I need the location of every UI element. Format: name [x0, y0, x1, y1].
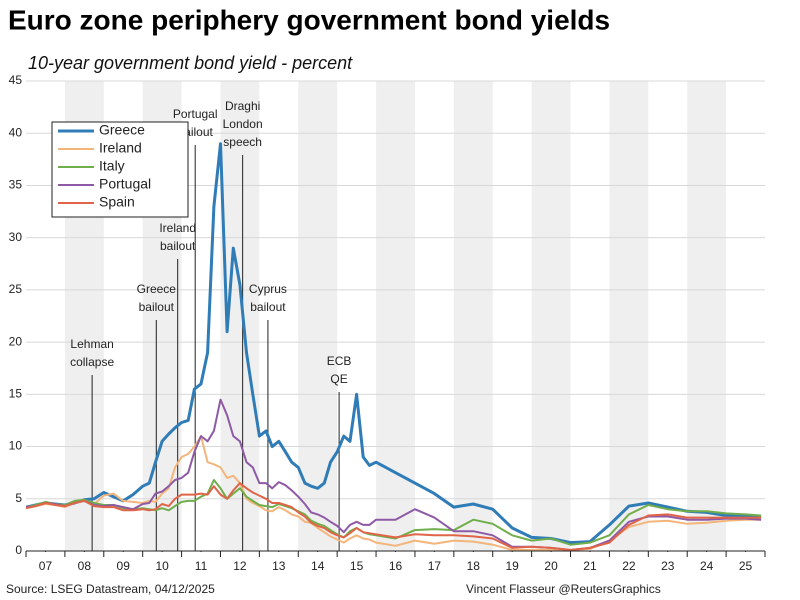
x-tick-label: 22	[622, 559, 636, 573]
y-tick-label: 15	[9, 387, 23, 401]
year-band	[609, 81, 649, 551]
series-line	[26, 479, 762, 546]
credit: Vincent Flasseur @ReutersGraphics	[466, 582, 661, 596]
annotation-text: Lehman	[70, 337, 113, 351]
annotation-text: ECB	[327, 354, 352, 368]
x-tick-label: 10	[155, 559, 169, 573]
chart-title: Euro zone periphery government bond yiel…	[8, 4, 610, 35]
legend-label: Ireland	[99, 140, 142, 156]
annotation-text: bailout	[160, 239, 196, 253]
x-tick-label: 25	[739, 559, 753, 573]
x-tick-label: 16	[389, 559, 403, 573]
x-tick-label: 19	[506, 559, 520, 573]
axes: 0 5 10 15 20 25 30 35 40 45 07 08 09 10 11 12 13 14 15 16 17…	[9, 73, 766, 573]
legend-box	[51, 121, 189, 218]
y-tick-label: 25	[9, 282, 23, 296]
legend: Greece Ireland Italy Portugal Spain	[51, 121, 189, 218]
x-tick-label: 18	[467, 559, 481, 573]
annotation-text: Draghi	[225, 99, 260, 113]
y-tick-label: 10	[9, 439, 23, 453]
lines	[26, 142, 762, 551]
legend-label: Greece	[99, 122, 145, 138]
source: Source: LSEG Datastream, 04/12/2025	[6, 582, 215, 596]
x-tick-label: 07	[39, 559, 53, 573]
y-tick-label: 40	[9, 125, 23, 139]
year-band	[531, 81, 571, 551]
x-tick-label: 15	[350, 559, 364, 573]
y-tick-label: 35	[9, 178, 23, 192]
year-band	[687, 81, 727, 551]
annotation-text: bailout	[139, 300, 175, 314]
y-tick-label: 5	[15, 491, 22, 505]
x-tick-label: 09	[117, 559, 131, 573]
x-tick-label: 13	[272, 559, 286, 573]
annotation-text: Portugal	[173, 107, 218, 121]
legend-label: Portugal	[99, 176, 151, 192]
annotation-text: Ireland	[159, 221, 196, 235]
x-tick-label: 12	[233, 559, 247, 573]
series-line	[26, 142, 762, 545]
annotation-text: Cyprus	[249, 282, 287, 296]
legend-label: Spain	[99, 194, 135, 210]
x-tick-label: 23	[661, 559, 675, 573]
series-line	[26, 482, 762, 551]
x-tick-label: 21	[583, 559, 597, 573]
annotation-text: speech	[223, 135, 262, 149]
x-tick-label: 24	[700, 559, 714, 573]
x-tick-label: 14	[311, 559, 325, 573]
annotation-text: QE	[330, 372, 347, 386]
grid	[26, 80, 765, 552]
y-tick-label: 0	[15, 543, 22, 557]
x-tick-label: 17	[428, 559, 442, 573]
y-tick-label: 45	[9, 73, 23, 87]
annotation-text: bailout	[250, 300, 286, 314]
annotation-text: collapse	[70, 355, 114, 369]
y-tick-label: 30	[9, 230, 23, 244]
legend-label: Italy	[99, 158, 125, 174]
x-tick-label: 20	[544, 559, 558, 573]
year-band	[298, 81, 338, 551]
y-tick-label: 20	[9, 334, 23, 348]
chart-subtitle: 10-year government bond yield - percent	[28, 53, 353, 73]
series-line	[26, 435, 762, 551]
annotation-text: Greece	[137, 282, 177, 296]
year-band	[453, 81, 493, 551]
x-tick-label: 11	[195, 559, 208, 573]
annotation-text: London	[223, 117, 263, 131]
x-tick-label: 08	[78, 559, 92, 573]
